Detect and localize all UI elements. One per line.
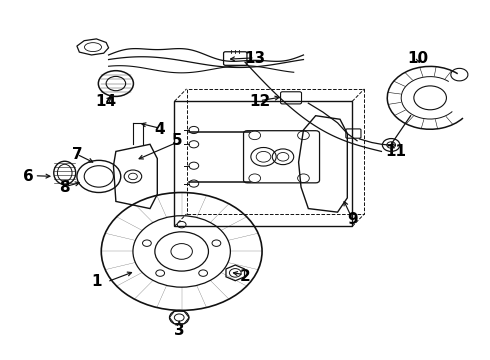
Text: 3: 3 bbox=[174, 323, 185, 338]
Text: 14: 14 bbox=[96, 94, 117, 109]
Text: 5: 5 bbox=[172, 133, 182, 148]
Text: 1: 1 bbox=[91, 274, 101, 289]
Text: 8: 8 bbox=[59, 180, 70, 195]
Text: 9: 9 bbox=[347, 212, 358, 227]
Text: 6: 6 bbox=[23, 169, 33, 184]
Text: 12: 12 bbox=[249, 94, 270, 109]
Text: 10: 10 bbox=[407, 51, 429, 66]
Text: 2: 2 bbox=[240, 269, 250, 284]
Text: 11: 11 bbox=[386, 144, 407, 159]
Text: 4: 4 bbox=[154, 122, 165, 138]
Text: 7: 7 bbox=[72, 148, 82, 162]
Text: 13: 13 bbox=[244, 51, 265, 66]
